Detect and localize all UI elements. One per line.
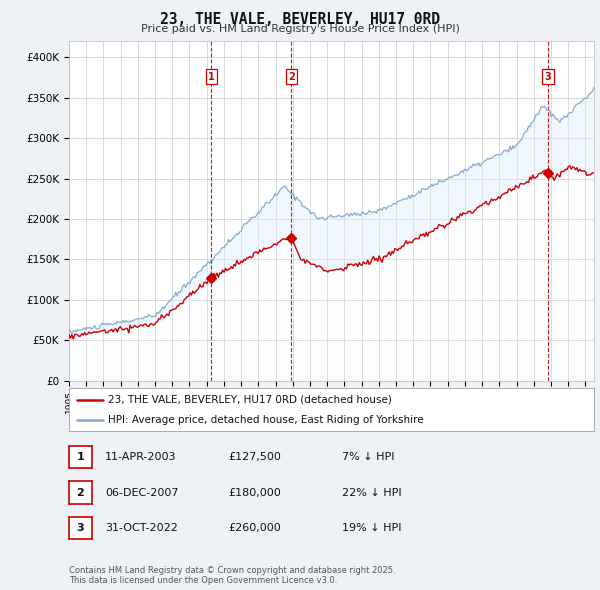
Text: 3: 3 <box>77 523 84 533</box>
Text: HPI: Average price, detached house, East Riding of Yorkshire: HPI: Average price, detached house, East… <box>109 415 424 425</box>
Text: 23, THE VALE, BEVERLEY, HU17 0RD: 23, THE VALE, BEVERLEY, HU17 0RD <box>160 12 440 27</box>
Text: 06-DEC-2007: 06-DEC-2007 <box>105 488 179 497</box>
Text: 23, THE VALE, BEVERLEY, HU17 0RD (detached house): 23, THE VALE, BEVERLEY, HU17 0RD (detach… <box>109 395 392 405</box>
Text: Contains HM Land Registry data © Crown copyright and database right 2025.
This d: Contains HM Land Registry data © Crown c… <box>69 566 395 585</box>
Text: Price paid vs. HM Land Registry's House Price Index (HPI): Price paid vs. HM Land Registry's House … <box>140 24 460 34</box>
Text: £180,000: £180,000 <box>228 488 281 497</box>
Text: 2: 2 <box>77 488 84 497</box>
Text: 3: 3 <box>545 72 551 82</box>
Text: 19% ↓ HPI: 19% ↓ HPI <box>342 523 401 533</box>
Text: 11-APR-2003: 11-APR-2003 <box>105 453 176 462</box>
Text: 1: 1 <box>77 453 84 462</box>
Text: 7% ↓ HPI: 7% ↓ HPI <box>342 453 395 462</box>
Text: 2: 2 <box>288 72 295 82</box>
Text: 22% ↓ HPI: 22% ↓ HPI <box>342 488 401 497</box>
Text: £260,000: £260,000 <box>228 523 281 533</box>
Text: £127,500: £127,500 <box>228 453 281 462</box>
Text: 31-OCT-2022: 31-OCT-2022 <box>105 523 178 533</box>
Text: 1: 1 <box>208 72 215 82</box>
